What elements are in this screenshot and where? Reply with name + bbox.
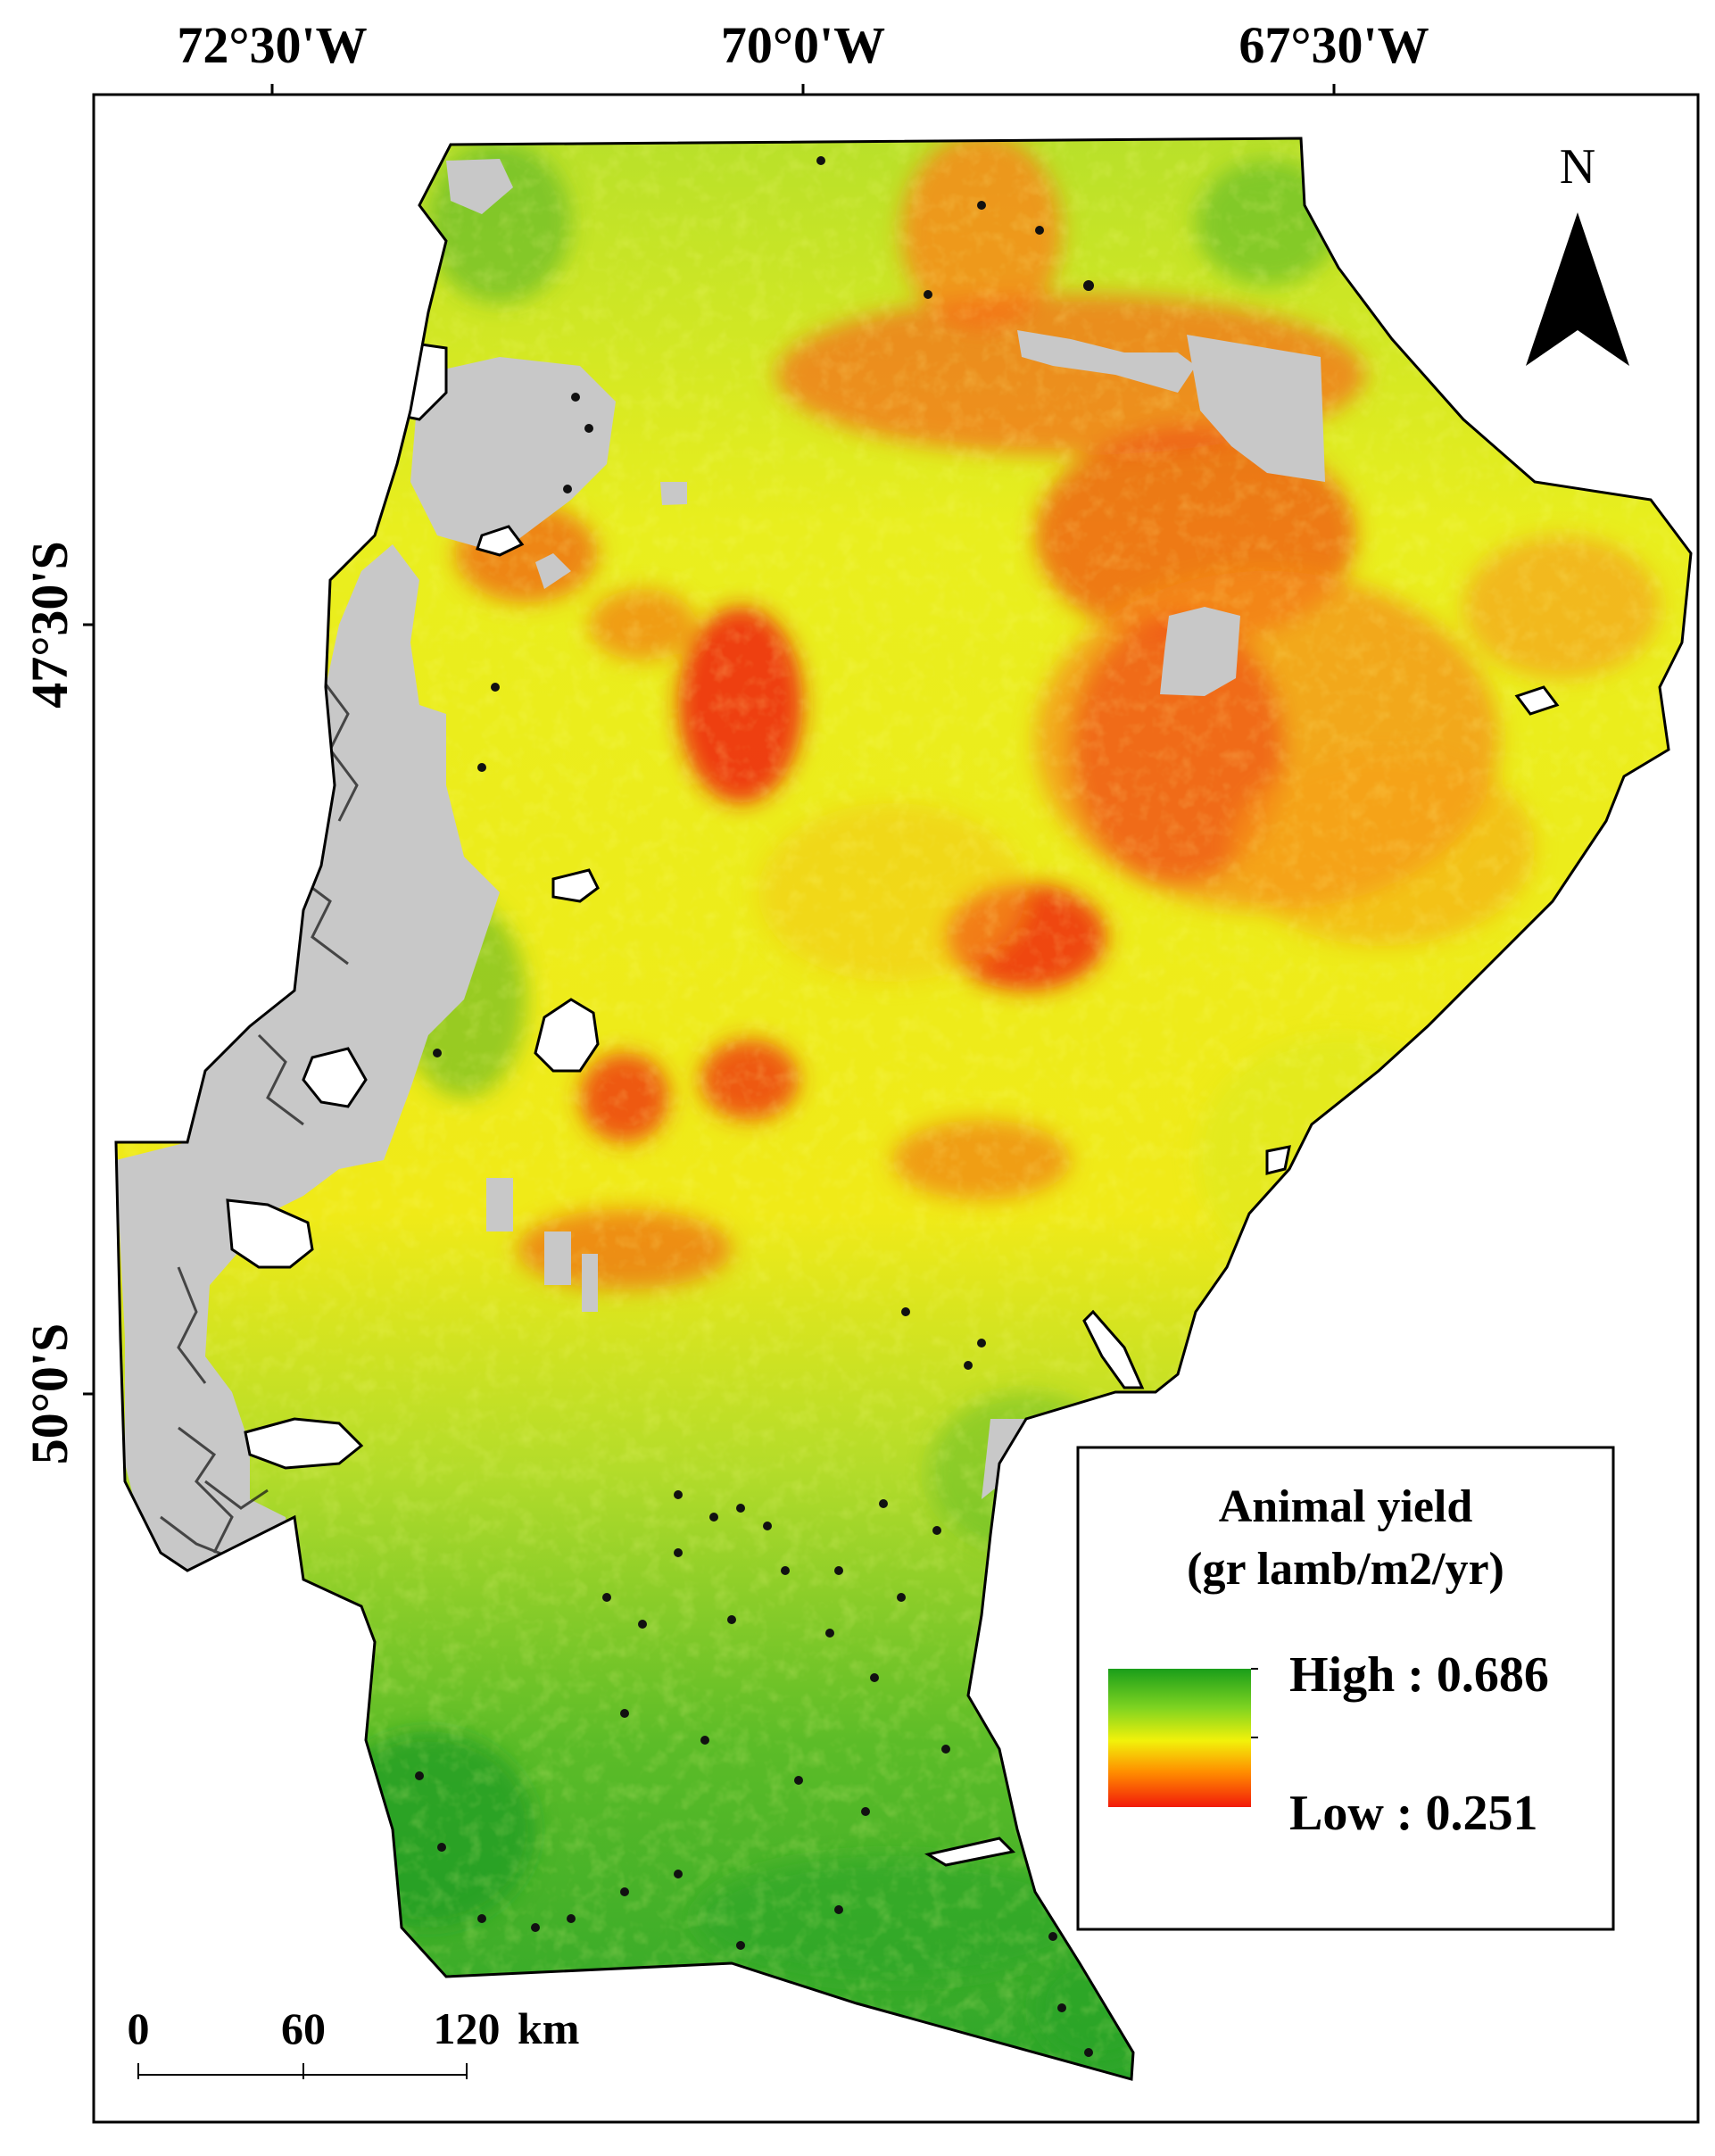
longitude-label-east: 67°30'W	[1239, 16, 1429, 74]
graticule-ticks	[83, 84, 1336, 1396]
legend-title: Animal yield	[1219, 1481, 1473, 1532]
water-bodies-small	[415, 156, 1094, 2057]
longitude-label-west: 72°30'W	[177, 16, 367, 74]
north-label: N	[1560, 139, 1595, 195]
lakes	[226, 337, 1560, 1867]
scale-tick-120: 120	[434, 2003, 501, 2053]
legend-low-label: Low : 0.251	[1289, 1786, 1537, 1841]
north-arrow: N	[1526, 139, 1629, 366]
legend: Animal yield (gr lamb/m2/yr) High : 0.68…	[1076, 1446, 1615, 1931]
latitude-label-south: 50°0'S	[21, 1323, 79, 1465]
longitude-labels: 72°30'W 70°0'W 67°30'W	[177, 16, 1429, 74]
scale-bar: 0 60 120 km	[128, 2003, 579, 2079]
latitude-labels: 47°30'S 50°0'S	[21, 541, 79, 1464]
legend-color-ramp	[1108, 1669, 1251, 1807]
legend-high-label: High : 0.686	[1289, 1647, 1549, 1703]
latitude-label-north: 47°30'S	[21, 541, 79, 709]
scale-unit: km	[518, 2003, 579, 2053]
scale-tick-60: 60	[281, 2003, 326, 2053]
north-arrow-icon	[1526, 212, 1578, 366]
longitude-label-center: 70°0'W	[721, 16, 885, 74]
scale-tick-0: 0	[128, 2003, 150, 2053]
legend-units: (gr lamb/m2/yr)	[1187, 1544, 1504, 1595]
